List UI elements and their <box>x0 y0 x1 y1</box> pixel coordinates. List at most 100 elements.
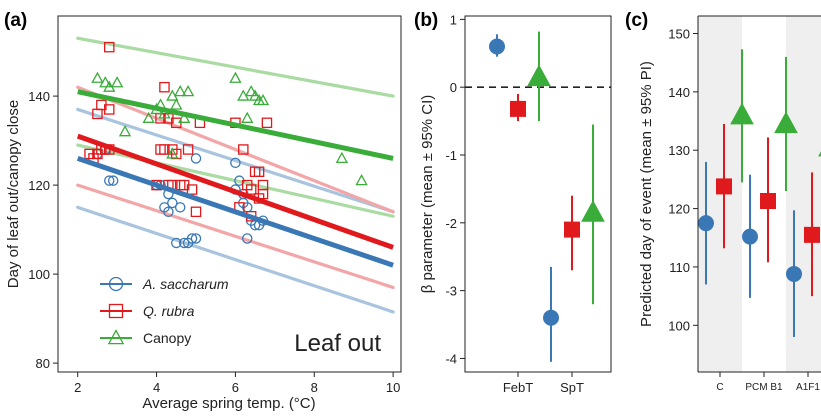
saccharum-prediction <box>786 265 802 282</box>
panel-a-frame <box>57 15 402 373</box>
rubra-estimate <box>510 100 526 117</box>
saccharum-fit-line <box>76 156 394 268</box>
y-tick-label: -1 <box>445 148 457 163</box>
rubra-ci-line <box>76 85 395 214</box>
legend-label: Q. rubra <box>143 303 195 319</box>
canopy-point <box>99 76 112 88</box>
canopy-point <box>158 107 171 119</box>
rubra-prediction <box>716 178 732 195</box>
saccharum-point <box>190 233 202 244</box>
saccharum-prediction <box>698 215 714 232</box>
x-tick-label: PCM B1 <box>745 382 783 393</box>
x-tick-label: FebT <box>503 380 533 395</box>
canopy-prediction <box>730 102 754 125</box>
x-tick-label: A1F1 <box>796 382 820 393</box>
rubra-point <box>257 188 269 200</box>
panel-a-label: (a) <box>4 10 27 31</box>
canopy-point <box>229 71 242 83</box>
saccharum-point <box>104 175 115 186</box>
legend-swatch-circle <box>108 276 124 292</box>
canopy-point <box>355 174 368 186</box>
saccharum-point <box>241 233 253 244</box>
x-tick-label: 4 <box>153 380 160 395</box>
saccharum-estimate <box>543 309 559 326</box>
saccharum-point <box>186 233 198 244</box>
y-tick-label: 100 <box>668 318 690 333</box>
panel-c-ylabel: Predicted day of event (mean ± 95% PI) <box>638 61 655 327</box>
canopy-point <box>335 151 349 164</box>
canopy-estimate <box>581 200 605 222</box>
rubra-point <box>253 166 265 177</box>
rubra-prediction <box>804 226 820 243</box>
canopy-point <box>118 125 132 137</box>
panel-a-xlabel: Average spring temp. (°C) <box>142 395 315 412</box>
x-tick-label: 2 <box>74 380 81 395</box>
panel-a-annotation: Leaf out <box>294 330 381 357</box>
canopy-point <box>110 76 124 88</box>
panel-c-label: (c) <box>625 10 648 31</box>
panel-b: (b) FebT SpT 1 0 -1 -2 -3 -4 β parameter (mean … <box>414 10 612 395</box>
y-tick-label: -2 <box>445 216 457 231</box>
rubra-point <box>159 81 170 93</box>
canopy-point <box>178 111 191 123</box>
y-tick-label: -4 <box>445 351 457 366</box>
saccharum-point <box>171 237 182 249</box>
x-tick-label: 8 <box>311 380 318 395</box>
canopy-point <box>170 98 183 110</box>
canopy-estimate <box>527 64 551 87</box>
rubra-estimate <box>564 221 580 238</box>
saccharum-point <box>174 202 186 213</box>
canopy-point <box>248 89 262 101</box>
y-tick-label: 110 <box>669 260 690 275</box>
panel-b-ylabel: β parameter (mean ± 95% CI) <box>419 95 436 294</box>
panel-c: (c) C PCM B1 A1F1 100 110 120 130 140 150 Predic… <box>625 10 821 393</box>
legend-swatch-triangle <box>107 329 125 345</box>
rubra-point <box>245 184 257 195</box>
rubra-point <box>155 144 166 155</box>
x-tick-label: 10 <box>386 380 400 395</box>
rubra-prediction <box>760 193 776 210</box>
y-tick-label: 100 <box>28 267 50 282</box>
rubra-point <box>261 117 273 129</box>
saccharum-point <box>178 237 190 249</box>
saccharum-point <box>107 175 119 186</box>
canopy-fit-line <box>77 89 394 161</box>
canopy-prediction <box>774 111 798 134</box>
rubra-point <box>238 144 249 155</box>
y-tick-label: 1 <box>450 12 457 27</box>
canopy-point <box>245 85 258 97</box>
rubra-point <box>182 144 194 155</box>
y-tick-label: 140 <box>28 89 50 104</box>
saccharum-point <box>190 153 202 164</box>
canopy-point <box>181 85 195 97</box>
rubra-point <box>190 206 202 218</box>
rubra-point <box>186 184 198 195</box>
panel-a: (a) 2 4 6 8 10 80 100 120 140 Average spring tem… <box>4 10 402 412</box>
saccharum-point <box>230 157 241 169</box>
saccharum-prediction <box>742 228 758 245</box>
x-tick-label: 6 <box>232 380 239 395</box>
saccharum-point <box>163 206 174 218</box>
panel-b-label: (b) <box>414 10 438 31</box>
y-tick-label: 130 <box>668 143 690 158</box>
y-tick-label: 140 <box>668 85 690 100</box>
canopy-point <box>142 111 155 123</box>
legend: A. saccharum Q. rubra Canopy <box>100 276 229 346</box>
y-tick-label: 80 <box>36 356 50 371</box>
shaded-band <box>786 16 821 372</box>
canopy-point <box>174 85 187 97</box>
y-tick-label: 120 <box>28 178 50 193</box>
saccharum-point <box>167 197 178 209</box>
legend-label: A. saccharum <box>142 276 229 292</box>
legend-label: Canopy <box>143 330 191 346</box>
x-tick-label: C <box>716 382 723 393</box>
panel-b-frame <box>464 15 612 373</box>
canopy-point <box>166 147 179 159</box>
panel-a-ylabel: Day of leaf out/canopy close <box>5 100 22 288</box>
y-tick-label: 150 <box>668 27 690 42</box>
canopy-ci-line <box>76 36 395 98</box>
canopy-ci-line <box>76 143 395 218</box>
legend-swatch-square <box>108 303 124 319</box>
canopy-point <box>241 111 254 123</box>
